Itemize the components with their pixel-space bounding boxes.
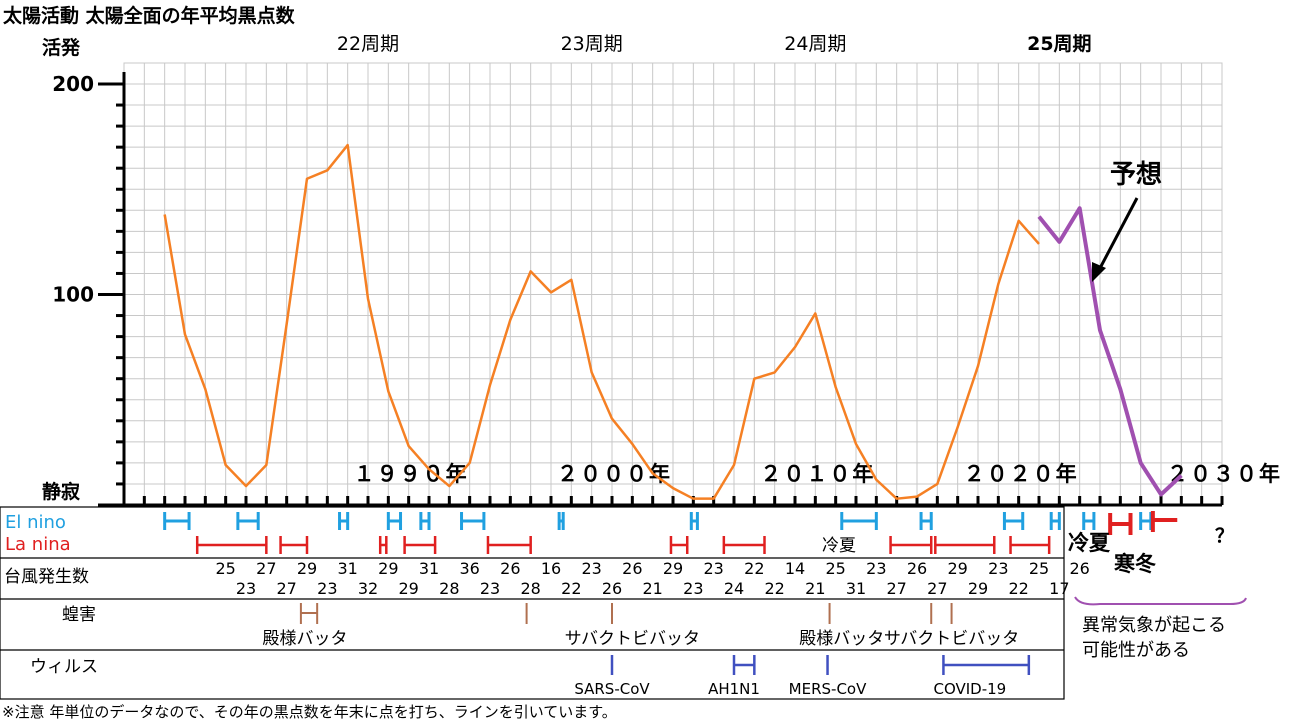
typhoon-count: 14 (785, 559, 805, 578)
virus-label: ウィルス (30, 657, 98, 677)
typhoon-count: 23 (703, 559, 723, 578)
cycle-label: 23周期 (561, 33, 623, 55)
cycle-labels: 22周期 23周期 24周期 25周期 (337, 33, 1092, 55)
grid (123, 62, 1223, 506)
y-tick-label: 100 (52, 283, 94, 307)
cycle-label: 24周期 (784, 33, 846, 55)
decade-label: ２０００年 (557, 462, 672, 486)
y-top-label: 活発 (42, 36, 81, 59)
la-nina-label: La nina (5, 534, 71, 555)
typhoon-count: 29 (663, 559, 683, 578)
locust-label: 蝗害 (62, 605, 96, 625)
typhoon-count: 22 (764, 579, 784, 598)
typhoon-count: 29 (378, 559, 398, 578)
typhoon-count: 27 (256, 559, 276, 578)
typhoon-count: 28 (439, 579, 459, 598)
typhoon-count: 16 (541, 559, 561, 578)
y-bottom-label: 静寂 (42, 480, 80, 503)
forecast-line (1037, 206, 1183, 497)
virus-name: COVID-19 (933, 680, 1006, 698)
typhoon-count: 26 (500, 559, 520, 578)
typhoon-count: 27 (886, 579, 906, 598)
chart-title: 太陽活動 太陽全面の年平均黒点数 (3, 4, 296, 27)
typhoon-count: 26 (602, 579, 622, 598)
typhoon-count: 28 (520, 579, 540, 598)
y-tick-label: 200 (52, 72, 94, 96)
typhoon-count: 26 (907, 559, 927, 578)
typhoon-count: 26 (622, 559, 642, 578)
typhoon-label: 台風発生数 (4, 567, 89, 587)
footnote: ※注意 年単位のデータなので、その年の黒点数を年末に点を打ち、ラインを引いていま… (2, 703, 617, 721)
typhoon-count: 22 (1008, 579, 1028, 598)
observed-line (163, 143, 1040, 500)
virus-events: SARS-CoV AH1N1 MERS-CoV COVID-19 (574, 655, 1031, 698)
locust-events: 殿様バッタ サバクトビバッタ 殿様バッタ サバクトビバッタ (262, 603, 1019, 649)
x-axis (122, 496, 1224, 507)
typhoon-count: 31 (337, 559, 357, 578)
typhoon-count: 25 (1029, 559, 1049, 578)
typhoon-count: 17 (1049, 579, 1069, 598)
typhoon-count: 29 (297, 559, 317, 578)
typhoon-count: 27 (927, 579, 947, 598)
typhoon-count: 25 (825, 559, 845, 578)
typhoon-count: 23 (236, 579, 256, 598)
series (163, 143, 1183, 500)
cool-summer-label-1: 冷夏 (822, 536, 856, 556)
decade-label: ２０１０年 (760, 462, 875, 486)
typhoon-count: 24 (724, 579, 744, 598)
typhoon-count: 29 (398, 579, 418, 598)
typhoon-count: 32 (358, 579, 378, 598)
typhoon-count: 29 (947, 559, 967, 578)
enso-bars (163, 511, 1178, 554)
decade-labels: １９９０年 ２０００年 ２０１０年 ２０２０年 ２０３０年 (354, 462, 1282, 486)
typhoon-count: 22 (561, 579, 581, 598)
el-nino-label: El nino (5, 512, 66, 533)
typhoon-count: 29 (968, 579, 988, 598)
virus-name: MERS-CoV (789, 680, 867, 698)
virus-name: AH1N1 (708, 680, 760, 698)
typhoon-count: 21 (642, 579, 662, 598)
typhoon-count: 26 (1069, 559, 1089, 578)
virus-name: SARS-CoV (574, 680, 650, 698)
cycle-label: 25周期 (1027, 33, 1091, 55)
typhoon-count: 23 (988, 559, 1008, 578)
typhoon-count: 23 (317, 579, 337, 598)
y-axis: 100 200 (52, 72, 126, 507)
typhoon-count: 27 (276, 579, 296, 598)
abnormal-weather-line1: 異常気象が起こる (1082, 615, 1226, 636)
brace (1074, 596, 1247, 606)
cycle-label: 22周期 (337, 33, 399, 55)
forecast-label: 予想 (1110, 160, 1162, 190)
typhoon-count: 23 (480, 579, 500, 598)
locust-name: サバクトビバッタ (884, 629, 1019, 649)
abnormal-weather-line2: 可能性がある (1082, 640, 1190, 661)
question-label: ？ (1215, 525, 1234, 547)
typhoon-count: 36 (459, 559, 479, 578)
locust-name: 殿様バッタ (799, 629, 884, 649)
locust-name: サバクトビバッタ (565, 629, 700, 649)
cool-summer-label-2: 冷夏 (1068, 531, 1111, 555)
typhoon-count: 25 (215, 559, 235, 578)
typhoon-count: 23 (581, 559, 601, 578)
bottom-panel (0, 506, 1065, 700)
typhoon-count: 22 (744, 559, 764, 578)
locust-name: 殿様バッタ (262, 629, 347, 649)
typhoon-count: 31 (419, 559, 439, 578)
typhoon-count: 23 (683, 579, 703, 598)
decade-label: ２０３０年 (1167, 462, 1282, 486)
typhoon-count: 21 (805, 579, 825, 598)
decade-label: ２０２０年 (964, 462, 1079, 486)
forecast-arrow (1092, 197, 1139, 282)
typhoon-count: 23 (866, 559, 886, 578)
typhoon-counts: 25 27 29 31 29 31 36 26 16 23 26 29 23 22 14 25 23 26 29 23… (215, 559, 1089, 598)
typhoon-count: 31 (846, 579, 866, 598)
cold-winter-label: 寒冬 (1114, 552, 1156, 576)
decade-label: １９９０年 (354, 462, 469, 486)
